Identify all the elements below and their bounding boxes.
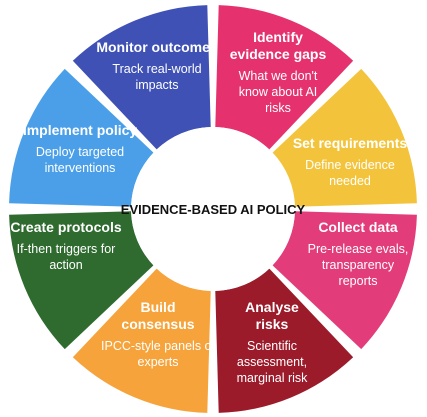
center-hub bbox=[131, 127, 295, 291]
segment-description: transparency bbox=[322, 258, 395, 272]
segment-description: Deploy targeted bbox=[36, 145, 124, 159]
segment-shape bbox=[215, 268, 354, 413]
segment-title: Build bbox=[141, 299, 176, 315]
segment-title: Monitor outcomes bbox=[96, 39, 218, 55]
segment-shape bbox=[9, 211, 154, 350]
segment-shape bbox=[272, 68, 417, 207]
segment-title: Identify bbox=[253, 29, 303, 45]
segment-description: risks bbox=[265, 101, 291, 115]
segment-title: Collect data bbox=[318, 219, 398, 235]
center-title: EVIDENCE-BASED AI POLICY bbox=[121, 202, 306, 217]
segment-description: What we don't bbox=[239, 69, 318, 83]
segment-shape bbox=[215, 5, 354, 150]
segment-description: Scientific bbox=[247, 339, 297, 353]
segment-shape bbox=[9, 68, 154, 207]
segment-description: If-then triggers for bbox=[17, 242, 116, 256]
segment-description: impacts bbox=[135, 78, 178, 92]
segment-title: Analyse bbox=[245, 299, 299, 315]
segment-set-requirements: Set requirements Define evidence needed bbox=[272, 68, 417, 207]
segment-shape bbox=[272, 211, 417, 350]
segment-monitor-outcomes: Monitor outcomes Track real-world impacts bbox=[72, 5, 218, 150]
segment-title: risks bbox=[256, 316, 289, 332]
segment-description: experts bbox=[138, 355, 179, 369]
segment-implement-policy: Implement policy Deploy targeted intervent… bbox=[9, 68, 154, 207]
segment-title: Set requirements bbox=[293, 135, 408, 151]
segment-description: assessment, bbox=[237, 355, 307, 369]
segment-description: Track real-world bbox=[112, 62, 201, 76]
segment-description: marginal risk bbox=[237, 371, 309, 385]
segment-description: Define evidence bbox=[305, 158, 395, 172]
segment-title: Implement policy bbox=[23, 122, 138, 138]
segment-title: Create protocols bbox=[10, 219, 121, 235]
segment-shape bbox=[72, 5, 211, 150]
segment-shape bbox=[72, 268, 211, 413]
segment-title: consensus bbox=[121, 316, 194, 332]
segment-description: IPCC-style panels of bbox=[101, 339, 215, 353]
segment-description: know about AI bbox=[239, 85, 318, 99]
segment-description: interventions bbox=[45, 161, 116, 175]
segment-description: reports bbox=[339, 274, 378, 288]
segment-description: action bbox=[49, 258, 82, 272]
segment-create-protocols: Create protocols If-then triggers for acti… bbox=[9, 211, 154, 350]
segment-description: needed bbox=[329, 174, 371, 188]
segment-collect-data: Collect data Pre-release evals, transparen… bbox=[272, 211, 417, 350]
segment-description: Pre-release evals, bbox=[308, 242, 409, 256]
segment-title: evidence gaps bbox=[230, 46, 327, 62]
